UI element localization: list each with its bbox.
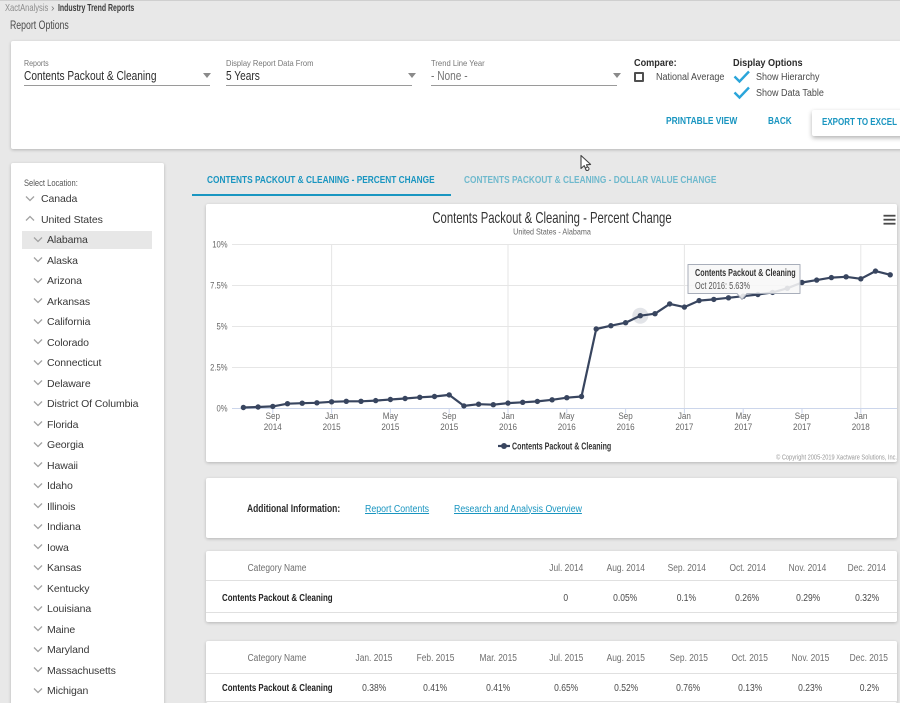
svg-text:Contents Packout & Cleaning -: Contents Packout & Cleaning - Percent Ch… bbox=[432, 209, 671, 226]
svg-text:2017: 2017 bbox=[734, 422, 752, 433]
svg-text:2015: 2015 bbox=[323, 422, 341, 433]
svg-text:2.5%: 2.5% bbox=[210, 362, 228, 373]
svg-text:Contents Packout & Cleaning: Contents Packout & Cleaning bbox=[512, 440, 611, 452]
svg-text:5%: 5% bbox=[216, 321, 228, 332]
svg-text:2015: 2015 bbox=[440, 422, 458, 433]
svg-text:2017: 2017 bbox=[675, 422, 693, 433]
svg-text:2015: 2015 bbox=[381, 422, 399, 433]
svg-text:Sep: Sep bbox=[266, 411, 281, 422]
svg-text:Jan: Jan bbox=[325, 411, 338, 422]
svg-text:Contents Packout & Cleaning: Contents Packout & Cleaning bbox=[695, 267, 796, 278]
svg-text:Jan: Jan bbox=[501, 411, 514, 422]
svg-text:Sep: Sep bbox=[442, 411, 457, 422]
svg-text:Oct 2016: 5.63%: Oct 2016: 5.63% bbox=[695, 280, 750, 291]
svg-text:Sep: Sep bbox=[795, 411, 810, 422]
svg-text:2014: 2014 bbox=[264, 422, 282, 433]
svg-text:2016: 2016 bbox=[617, 422, 635, 433]
svg-text:2017: 2017 bbox=[793, 422, 811, 433]
svg-text:May: May bbox=[559, 411, 575, 422]
svg-text:2016: 2016 bbox=[558, 422, 576, 433]
svg-text:7.5%: 7.5% bbox=[210, 280, 228, 291]
svg-text:May: May bbox=[736, 411, 752, 422]
svg-text:May: May bbox=[383, 411, 399, 422]
svg-text:United States - Alabama: United States - Alabama bbox=[513, 227, 591, 237]
svg-text:10%: 10% bbox=[212, 239, 228, 250]
svg-text:Jan: Jan bbox=[854, 411, 867, 422]
svg-text:Jan: Jan bbox=[678, 411, 691, 422]
svg-text:2018: 2018 bbox=[852, 422, 870, 433]
svg-text:© Copyright 2005-2019 Xactware: © Copyright 2005-2019 Xactware Solutions… bbox=[776, 453, 897, 462]
svg-text:0%: 0% bbox=[216, 403, 228, 414]
svg-text:Sep: Sep bbox=[618, 411, 633, 422]
svg-text:2016: 2016 bbox=[499, 422, 517, 433]
